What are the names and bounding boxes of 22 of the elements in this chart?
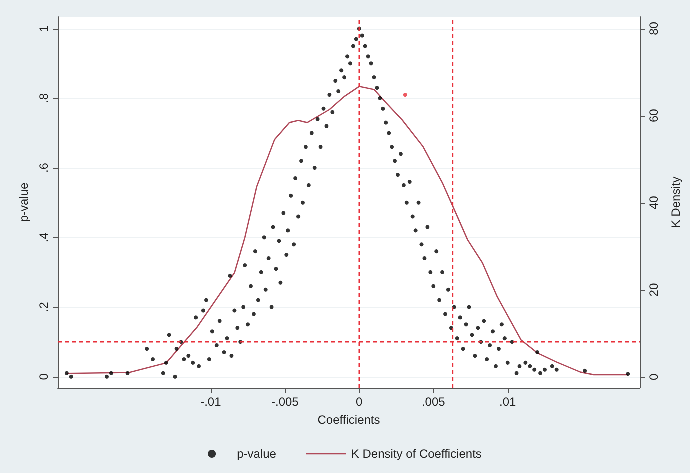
x-tick-label: .01 [500, 395, 517, 409]
legend-label: K Density of Coefficients [351, 447, 482, 461]
y-tick-label: .8 [37, 93, 51, 104]
x-axis-title: Coefficients [318, 413, 380, 427]
x-tick-label: 0 [356, 395, 364, 409]
y-tick-label: .4 [37, 232, 51, 243]
y-tick-label: .2 [37, 302, 51, 312]
y2-tick-label: 40 [647, 196, 661, 210]
y2-axis-title: K Density [669, 176, 683, 228]
y-tick-label: 0 [37, 373, 51, 380]
y-tick-label: 1 [37, 25, 51, 32]
y-tick-label: .6 [37, 162, 51, 174]
y2-tick-label: 20 [647, 283, 661, 297]
line-series [66, 86, 629, 376]
y2-tick-label: 60 [647, 108, 661, 123]
y2-tick-label: 0 [647, 373, 661, 380]
x-tick-label: -.01 [200, 395, 222, 409]
x-tick-label: -.005 [271, 395, 300, 409]
legend-label: p-value [237, 447, 277, 461]
y-axis-title: p-value [17, 182, 31, 222]
x-tick-label: .005 [422, 395, 446, 409]
y2-tick-label: 80 [647, 22, 661, 36]
